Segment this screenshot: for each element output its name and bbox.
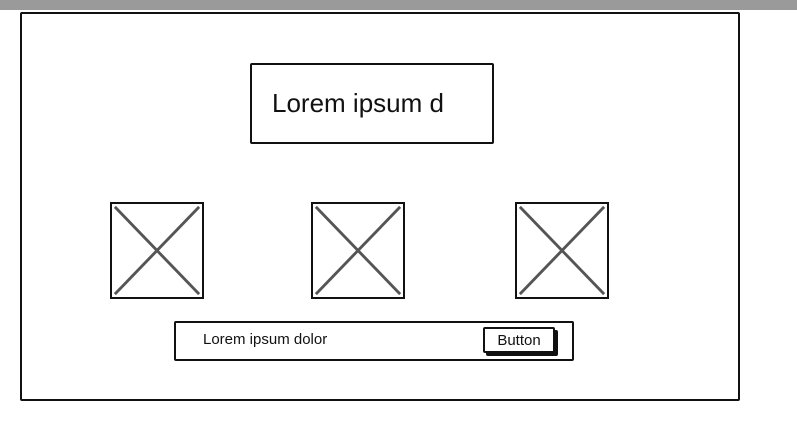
footer-button[interactable]: Button [483, 327, 555, 353]
footer-label: Lorem ipsum dolor [203, 331, 328, 348]
window-top-bar [0, 0, 797, 10]
page-title: Lorem ipsum d [272, 88, 444, 118]
image-placeholder-icon [518, 205, 606, 296]
title-box: Lorem ipsum d [250, 63, 494, 144]
image-placeholder-2 [311, 202, 405, 299]
image-placeholder-icon [113, 205, 201, 296]
image-placeholder-1 [110, 202, 204, 299]
footer-bar: Lorem ipsum dolor Button [174, 321, 574, 361]
image-placeholder-icon [314, 205, 402, 296]
image-placeholder-3 [515, 202, 609, 299]
